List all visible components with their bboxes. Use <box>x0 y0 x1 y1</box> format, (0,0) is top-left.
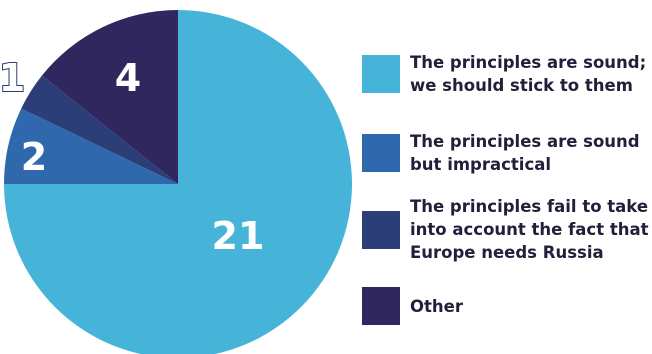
legend-swatch <box>362 287 400 325</box>
legend-label: The principles are sound; we should stic… <box>410 53 647 95</box>
legend-item-stick: The principles are sound; we should stic… <box>362 51 650 97</box>
slice-other <box>41 10 179 184</box>
slice-value-label: 4 <box>115 56 141 100</box>
legend-label: The principles fail to take into account… <box>410 197 649 262</box>
legend-item-other: Other <box>362 287 650 325</box>
legend-swatch <box>362 55 400 93</box>
slice-russia <box>21 75 179 184</box>
slice-value-label: 21 <box>212 214 265 258</box>
slice-value-label: 2 <box>21 135 47 179</box>
legend-item-impractical: The principles are sound but impractical <box>362 130 650 176</box>
slice-impractical <box>4 108 178 184</box>
slice-value-label: 1 <box>0 56 25 100</box>
legend: The principles are sound; we should stic… <box>362 0 650 354</box>
legend-swatch <box>362 134 400 172</box>
legend-item-russia: The principles fail to take into account… <box>362 195 650 264</box>
legend-label: The principles are sound but impractical <box>410 132 640 174</box>
legend-label: Other <box>410 296 463 316</box>
legend-swatch <box>362 210 400 249</box>
